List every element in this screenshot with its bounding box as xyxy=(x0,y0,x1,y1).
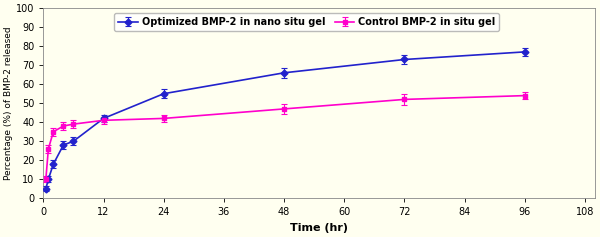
Legend: Optimized BMP-2 in nano situ gel, Control BMP-2 in situ gel: Optimized BMP-2 in nano situ gel, Contro… xyxy=(115,13,499,31)
X-axis label: Time (hr): Time (hr) xyxy=(290,223,348,233)
Y-axis label: Percentage (%) of BMP-2 released: Percentage (%) of BMP-2 released xyxy=(4,26,13,180)
